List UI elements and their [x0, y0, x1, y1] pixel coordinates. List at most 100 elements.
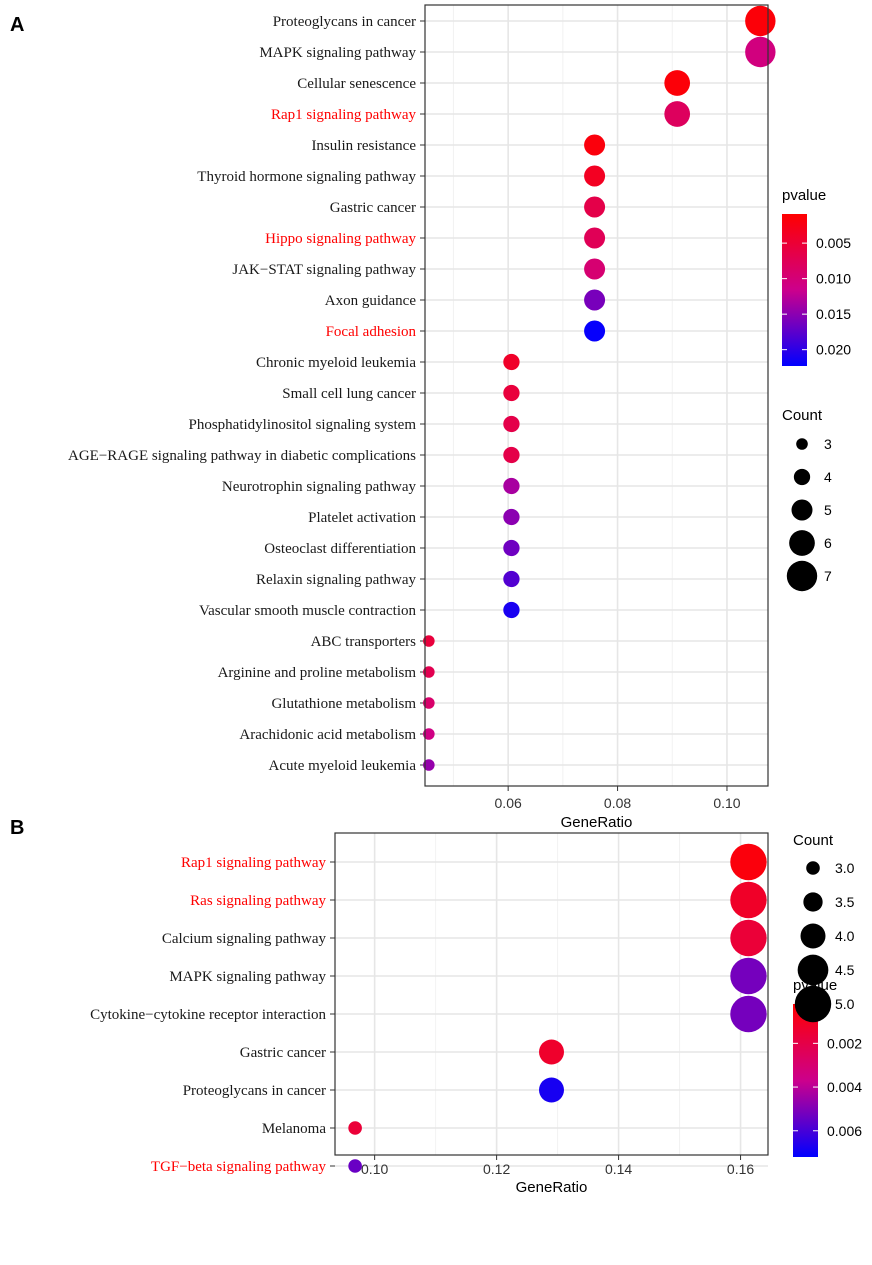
category-label: Cytokine−cytokine receptor interaction: [90, 1007, 326, 1023]
data-point: [664, 70, 691, 96]
category-label: JAK−STAT signaling pathway: [232, 262, 416, 278]
category-label: Osteoclast differentiation: [264, 541, 416, 557]
category-label: Focal adhesion: [326, 324, 417, 340]
data-point: [730, 995, 767, 1033]
category-label: TGF−beta signaling pathway: [151, 1159, 327, 1175]
count-legend-label: 4.0: [835, 928, 855, 944]
count-legend-label: 5: [824, 502, 832, 518]
count-legend-dot: [786, 560, 818, 592]
data-point: [539, 1039, 564, 1065]
data-point: [584, 134, 606, 156]
data-point: [584, 320, 606, 342]
data-point: [503, 353, 520, 371]
x-tick-label: 0.08: [604, 795, 631, 811]
count-legend-label: 3: [824, 436, 832, 452]
colorbar-label: 0.010: [816, 271, 851, 287]
plot-border: [334, 832, 769, 1156]
pvalue-colorbar: [782, 214, 807, 366]
data-point: [503, 601, 520, 619]
data-point: [503, 384, 520, 402]
count-legend-dot: [800, 923, 826, 949]
x-axis-title: GeneRatio: [516, 1179, 588, 1196]
count-legend-dot: [791, 499, 813, 521]
x-tick-label: 0.12: [483, 1161, 510, 1177]
data-point: [539, 1077, 564, 1103]
data-point: [423, 666, 435, 678]
category-label: Vascular smooth muscle contraction: [199, 603, 417, 619]
data-point: [503, 539, 520, 557]
category-label: Acute myeloid leukemia: [269, 758, 417, 774]
category-label: Axon guidance: [325, 293, 417, 309]
data-point: [730, 881, 767, 919]
pvalue-legend-title: pvalue: [782, 187, 826, 204]
data-point: [348, 1159, 362, 1173]
panel-b: Rap1 signaling pathway Ras signaling path…: [90, 832, 862, 1196]
data-point: [503, 508, 520, 526]
data-point: [730, 843, 767, 881]
category-label: Rap1 signaling pathway: [271, 107, 416, 123]
count-legend-label: 3.5: [835, 894, 855, 910]
data-point: [584, 258, 606, 280]
pvalue-colorbar: [793, 1004, 818, 1157]
colorbar-label: 0.002: [827, 1035, 862, 1051]
x-axis-title: GeneRatio: [561, 814, 633, 831]
category-label: Phosphatidylinositol signaling system: [188, 417, 416, 433]
panel-letter-a: A: [10, 14, 24, 36]
x-tick-label: 0.10: [361, 1161, 388, 1177]
panel-a: Proteoglycans in cancer MAPK signaling pa…: [68, 4, 851, 831]
count-legend-label: 4: [824, 469, 832, 485]
category-label: Gastric cancer: [240, 1045, 326, 1061]
data-point: [503, 446, 520, 464]
data-point: [584, 165, 606, 187]
category-label: Neurotrophin signaling pathway: [222, 479, 417, 495]
data-point: [503, 415, 520, 433]
data-point: [745, 36, 776, 68]
data-point: [348, 1121, 362, 1135]
category-label: Calcium signaling pathway: [162, 931, 327, 947]
count-legend-label: 7: [824, 568, 832, 584]
count-legend-title: Count: [793, 832, 834, 849]
data-point: [423, 759, 435, 771]
colorbar-label: 0.015: [816, 306, 851, 322]
category-label: Ras signaling pathway: [190, 893, 326, 909]
data-point: [423, 728, 435, 740]
panel-letter-b: B: [10, 817, 24, 839]
x-tick-label: 0.10: [713, 795, 740, 811]
count-legend-dot: [789, 530, 815, 556]
category-label: AGE−RAGE signaling pathway in diabetic c…: [68, 448, 416, 464]
colorbar-label: 0.005: [816, 235, 851, 251]
category-label: Gastric cancer: [330, 200, 416, 216]
x-tick-label: 0.06: [495, 795, 522, 811]
plot-background: [335, 833, 768, 1155]
category-label: ABC transporters: [311, 634, 417, 650]
category-label: Platelet activation: [308, 510, 416, 526]
data-point: [503, 570, 520, 588]
data-point: [730, 919, 767, 957]
category-label: Proteoglycans in cancer: [273, 14, 416, 30]
data-point: [745, 5, 776, 37]
data-point: [584, 289, 606, 311]
data-point: [730, 957, 767, 995]
category-label: Arachidonic acid metabolism: [239, 727, 416, 743]
category-label: Chronic myeloid leukemia: [256, 355, 416, 371]
category-label: Rap1 signaling pathway: [181, 855, 326, 871]
count-legend-dot: [803, 892, 823, 912]
count-legend-dot: [794, 985, 832, 1023]
data-point: [423, 635, 435, 647]
data-point: [584, 227, 606, 249]
category-label: Relaxin signaling pathway: [256, 572, 416, 588]
data-point: [664, 101, 691, 127]
count-legend-dot: [796, 438, 808, 450]
count-legend-dot: [793, 468, 811, 486]
colorbar-label: 0.004: [827, 1079, 862, 1095]
plot-border: [424, 4, 769, 787]
count-legend-label: 6: [824, 535, 832, 551]
category-label: MAPK signaling pathway: [169, 969, 326, 985]
colorbar-label: 0.020: [816, 342, 851, 358]
category-label: Arginine and proline metabolism: [218, 665, 417, 681]
count-legend-dot: [797, 954, 829, 986]
category-label: Cellular senescence: [297, 76, 416, 92]
count-legend-dot: [806, 861, 820, 875]
category-label: Insulin resistance: [311, 138, 416, 154]
category-label: Small cell lung cancer: [282, 386, 416, 402]
